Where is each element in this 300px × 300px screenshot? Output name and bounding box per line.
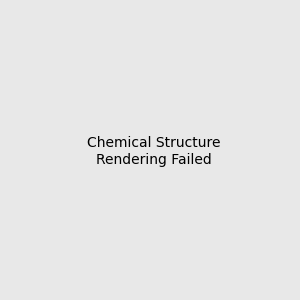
Text: Chemical Structure
Rendering Failed: Chemical Structure Rendering Failed: [87, 136, 220, 166]
